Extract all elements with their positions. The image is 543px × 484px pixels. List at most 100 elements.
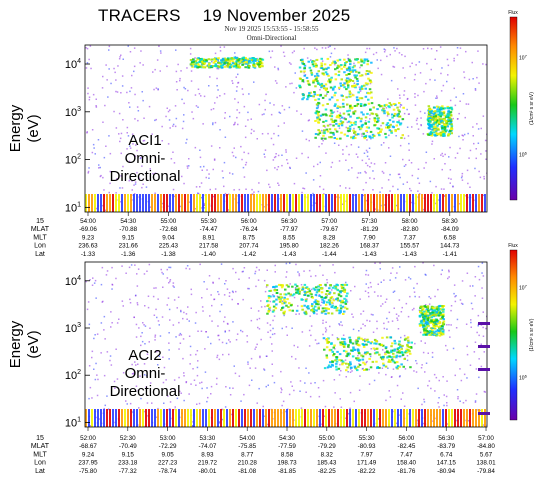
colorbar-units: (1/cm² s sr eV): [529, 92, 535, 125]
value-mlat: -68.67: [79, 443, 97, 450]
value-mlt: 8.55: [283, 234, 296, 241]
value-lon: 158.40: [397, 460, 417, 467]
value-lat: -1.38: [161, 251, 176, 258]
value-lat: -80.01: [198, 468, 216, 475]
time-tick-label: 55:30: [201, 218, 217, 225]
figure-date: 19 November 2025: [202, 6, 351, 25]
time-tick-label: 54:30: [120, 218, 136, 225]
value-lon: 233.18: [118, 460, 138, 467]
colorbar: [509, 249, 518, 421]
y-axis-label-line2: (eV): [25, 330, 42, 358]
value-lat: -1.43: [362, 251, 377, 258]
value-lon: 225.43: [159, 243, 179, 250]
time-tick-label: 54:30: [279, 435, 295, 442]
value-lon: 168.37: [360, 243, 380, 250]
row-label-lon: Lon: [34, 460, 46, 467]
value-mlt: 8.91: [202, 234, 215, 241]
value-mlat: -77.59: [278, 443, 296, 450]
value-lon: 210.28: [238, 460, 258, 467]
value-lat: -1.41: [443, 251, 458, 258]
time-tick-label: 57:00: [321, 218, 337, 225]
value-mlat: -79.67: [320, 226, 338, 233]
value-lat: -82.22: [358, 468, 376, 475]
colorbar-units: (1/cm² s sr eV): [529, 318, 535, 351]
value-lat: -1.36: [121, 251, 136, 258]
value-lon: 217.58: [199, 243, 219, 250]
value-lat: -1.40: [201, 251, 216, 258]
panel-1-header-time: Nov 19 2025 15:53:55 - 15:58:55: [224, 25, 319, 33]
value-mlt: 8.32: [321, 451, 334, 458]
time-tick-label: 57:30: [362, 218, 378, 225]
value-lon: 227.23: [158, 460, 178, 467]
row-label-lat: Lat: [35, 468, 45, 475]
value-lon: 198.73: [277, 460, 297, 467]
time-tick-label: 55:00: [161, 218, 177, 225]
value-mlt: 9.24: [82, 451, 95, 458]
value-lat: -81.85: [278, 468, 296, 475]
plot-frame: [84, 261, 488, 428]
value-mlt: 9.04: [162, 234, 175, 241]
marker-tick: [478, 322, 490, 325]
plot-area: [85, 45, 487, 212]
value-mlt: 7.90: [363, 234, 376, 241]
value-mlt: 5.67: [480, 451, 493, 458]
time-tick-label: 53:00: [160, 435, 176, 442]
time-tick-label: 54:00: [239, 435, 255, 442]
value-lon: 182.26: [320, 243, 340, 250]
time-tick-label: 58:30: [442, 218, 458, 225]
plot-frame: [84, 44, 488, 213]
spectrogram-panel-2: 101 102 103 104 Energy (eV) ACI2Omni-Direction…: [7, 243, 535, 475]
time-tick-label: 57:00: [478, 435, 494, 442]
y-axis-label: Energy (eV): [7, 320, 42, 368]
y-axis-label-line1: Energy: [7, 104, 24, 152]
value-lat: -81.08: [238, 468, 256, 475]
panel-1-header-mode: Omni-Directional: [246, 34, 297, 42]
panel-label-line-2: Omni-: [125, 365, 166, 382]
value-mlt: 9.23: [82, 234, 95, 241]
row-label-lon: Lon: [34, 243, 46, 250]
spectrogram-texture: [85, 262, 487, 427]
value-mlat: -72.68: [159, 226, 177, 233]
marker-tick: [478, 345, 490, 348]
value-mlt: 8.77: [241, 451, 254, 458]
value-lat: -82.25: [318, 468, 336, 475]
value-lon: 237.95: [78, 460, 98, 467]
value-lat: -1.43: [402, 251, 417, 258]
value-mlt: 8.28: [323, 234, 336, 241]
value-mlt: 9.15: [122, 234, 135, 241]
value-mlt: 6.74: [440, 451, 453, 458]
value-mlat: -77.97: [280, 226, 298, 233]
panel-label-line-1: ACI1: [128, 132, 161, 149]
value-lat: -80.94: [437, 468, 455, 475]
value-lat: -1.43: [282, 251, 297, 258]
value-mlt: 7.47: [400, 451, 413, 458]
colorbar: [509, 16, 518, 201]
time-tick-label: 54:00: [80, 218, 96, 225]
marker-tick: [478, 412, 490, 415]
row-label-mlat: MLAT: [31, 443, 50, 450]
value-mlat: -83.79: [437, 443, 455, 450]
value-mlat: -70.49: [119, 443, 137, 450]
y-tick-label: 101: [65, 201, 81, 214]
value-mlat: -76.24: [240, 226, 258, 233]
y-tick-label: 102: [65, 154, 81, 167]
value-lon: 171.49: [357, 460, 377, 467]
value-mlat: -84.09: [441, 226, 459, 233]
figure-title: TRACERS 19 November 2025: [98, 6, 350, 26]
colorbar-tick-label: 106: [519, 150, 528, 158]
value-lon: 195.80: [279, 243, 299, 250]
orbit-table: 15MLATMLTLonLat54:00-69.069.23236.63-1.3…: [31, 212, 460, 258]
time-tick-label: 52:30: [120, 435, 136, 442]
colorbar-tick-label: 106: [519, 374, 528, 382]
time-tick-label: 53:30: [200, 435, 216, 442]
value-lat: -78.74: [159, 468, 177, 475]
value-mlat: -75.85: [238, 443, 256, 450]
y-tick-label: 104: [65, 58, 81, 71]
value-mlt: 6.58: [444, 234, 457, 241]
panel-label-line-1: ACI2: [128, 347, 161, 364]
value-mlat: -74.07: [198, 443, 216, 450]
time-tick-label: 52:00: [80, 435, 96, 442]
value-mlt: 8.75: [243, 234, 256, 241]
